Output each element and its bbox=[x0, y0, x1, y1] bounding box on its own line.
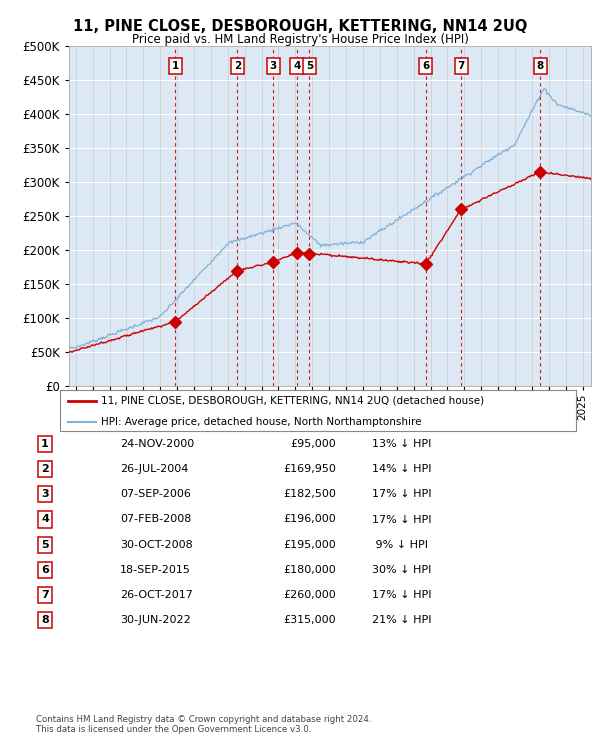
Text: 8: 8 bbox=[41, 615, 49, 625]
Text: 4: 4 bbox=[41, 514, 49, 525]
Text: 6: 6 bbox=[41, 565, 49, 575]
Text: £196,000: £196,000 bbox=[283, 514, 336, 525]
Text: 17% ↓ HPI: 17% ↓ HPI bbox=[372, 489, 431, 500]
Text: 17% ↓ HPI: 17% ↓ HPI bbox=[372, 514, 431, 525]
Text: 7: 7 bbox=[41, 590, 49, 600]
Text: 8: 8 bbox=[536, 61, 544, 71]
Text: 11, PINE CLOSE, DESBOROUGH, KETTERING, NN14 2UQ: 11, PINE CLOSE, DESBOROUGH, KETTERING, N… bbox=[73, 19, 527, 34]
Text: 13% ↓ HPI: 13% ↓ HPI bbox=[372, 439, 431, 449]
Text: 7: 7 bbox=[458, 61, 465, 71]
Text: 30% ↓ HPI: 30% ↓ HPI bbox=[372, 565, 431, 575]
Text: £182,500: £182,500 bbox=[283, 489, 336, 500]
Text: 6: 6 bbox=[422, 61, 430, 71]
Text: 26-JUL-2004: 26-JUL-2004 bbox=[120, 464, 188, 474]
Text: Price paid vs. HM Land Registry's House Price Index (HPI): Price paid vs. HM Land Registry's House … bbox=[131, 33, 469, 46]
Text: 1: 1 bbox=[41, 439, 49, 449]
Text: 5: 5 bbox=[306, 61, 313, 71]
Text: 17% ↓ HPI: 17% ↓ HPI bbox=[372, 590, 431, 600]
Text: 26-OCT-2017: 26-OCT-2017 bbox=[120, 590, 193, 600]
Text: 3: 3 bbox=[41, 489, 49, 500]
Text: £95,000: £95,000 bbox=[290, 439, 336, 449]
Text: 2: 2 bbox=[234, 61, 241, 71]
Text: 07-SEP-2006: 07-SEP-2006 bbox=[120, 489, 191, 500]
Text: 14% ↓ HPI: 14% ↓ HPI bbox=[372, 464, 431, 474]
Text: 24-NOV-2000: 24-NOV-2000 bbox=[120, 439, 194, 449]
Text: 3: 3 bbox=[269, 61, 277, 71]
Text: £315,000: £315,000 bbox=[283, 615, 336, 625]
Text: 30-JUN-2022: 30-JUN-2022 bbox=[120, 615, 191, 625]
Text: £195,000: £195,000 bbox=[283, 539, 336, 550]
Text: 4: 4 bbox=[293, 61, 301, 71]
Text: 11, PINE CLOSE, DESBOROUGH, KETTERING, NN14 2UQ (detached house): 11, PINE CLOSE, DESBOROUGH, KETTERING, N… bbox=[101, 396, 484, 406]
Text: Contains HM Land Registry data © Crown copyright and database right 2024.: Contains HM Land Registry data © Crown c… bbox=[36, 715, 371, 724]
Text: £260,000: £260,000 bbox=[283, 590, 336, 600]
Text: £180,000: £180,000 bbox=[283, 565, 336, 575]
Text: £169,950: £169,950 bbox=[283, 464, 336, 474]
Text: HPI: Average price, detached house, North Northamptonshire: HPI: Average price, detached house, Nort… bbox=[101, 417, 422, 427]
Text: 21% ↓ HPI: 21% ↓ HPI bbox=[372, 615, 431, 625]
Text: 9% ↓ HPI: 9% ↓ HPI bbox=[372, 539, 428, 550]
Text: This data is licensed under the Open Government Licence v3.0.: This data is licensed under the Open Gov… bbox=[36, 725, 311, 734]
Text: 18-SEP-2015: 18-SEP-2015 bbox=[120, 565, 191, 575]
Text: 1: 1 bbox=[172, 61, 179, 71]
Text: 5: 5 bbox=[41, 539, 49, 550]
Text: 07-FEB-2008: 07-FEB-2008 bbox=[120, 514, 191, 525]
Text: 30-OCT-2008: 30-OCT-2008 bbox=[120, 539, 193, 550]
Text: 2: 2 bbox=[41, 464, 49, 474]
